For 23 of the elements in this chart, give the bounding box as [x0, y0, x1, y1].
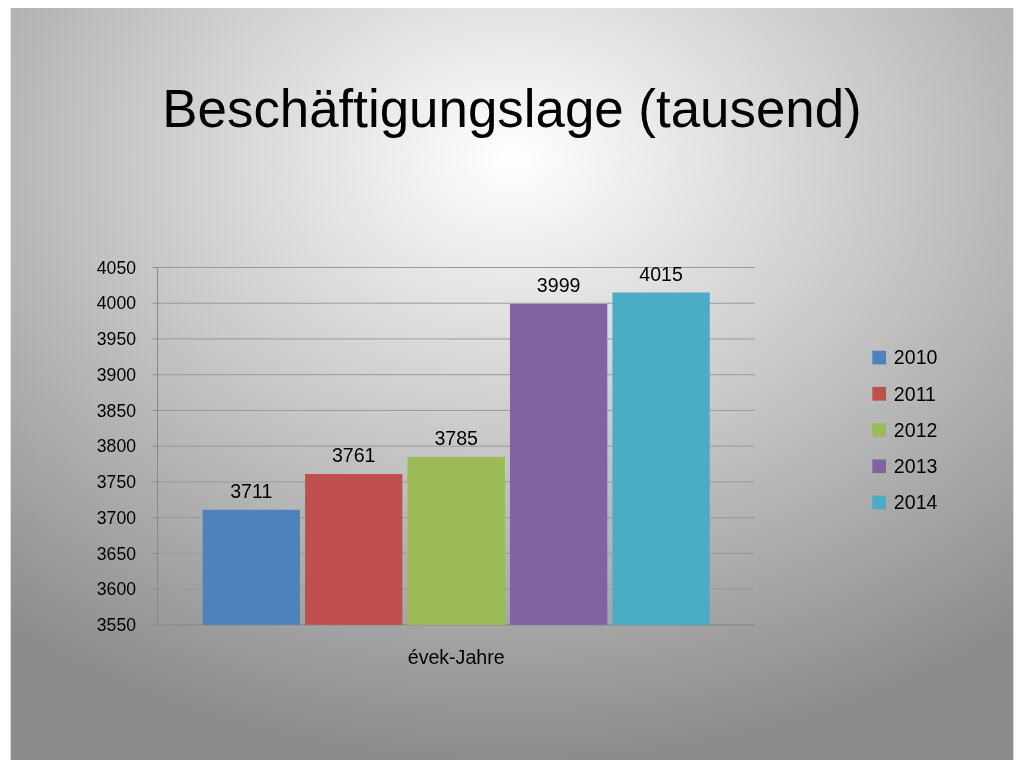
y-tick-label: 3650 [96, 543, 137, 564]
y-tick-label: 3550 [96, 615, 137, 636]
x-tick-label: évek-Jahre [407, 646, 505, 669]
data-label: 3999 [536, 274, 581, 297]
y-tick-label: 3900 [96, 364, 137, 385]
legend-label: 2012 [893, 418, 938, 441]
data-label: 4015 [639, 262, 683, 285]
y-tick-label: 3750 [96, 472, 137, 493]
y-tick-label: 3850 [96, 400, 137, 421]
data-label: 3761 [331, 444, 376, 467]
y-tick-label: 3950 [96, 329, 137, 350]
legend-label: 2011 [893, 382, 936, 405]
chart-title: Beschäftigungslage (tausend) [162, 79, 862, 139]
legend-label: 2013 [893, 455, 938, 478]
y-tick-label: 3800 [96, 436, 137, 457]
data-label: 3711 [230, 480, 273, 503]
legend-label: 2010 [893, 346, 938, 369]
y-tick-label: 4050 [96, 257, 137, 278]
y-tick-label: 4000 [96, 293, 137, 314]
y-tick-label: 3600 [96, 579, 137, 600]
data-label: 3785 [434, 427, 479, 450]
legend-label: 2014 [893, 491, 938, 514]
y-tick-label: 3700 [96, 507, 137, 528]
